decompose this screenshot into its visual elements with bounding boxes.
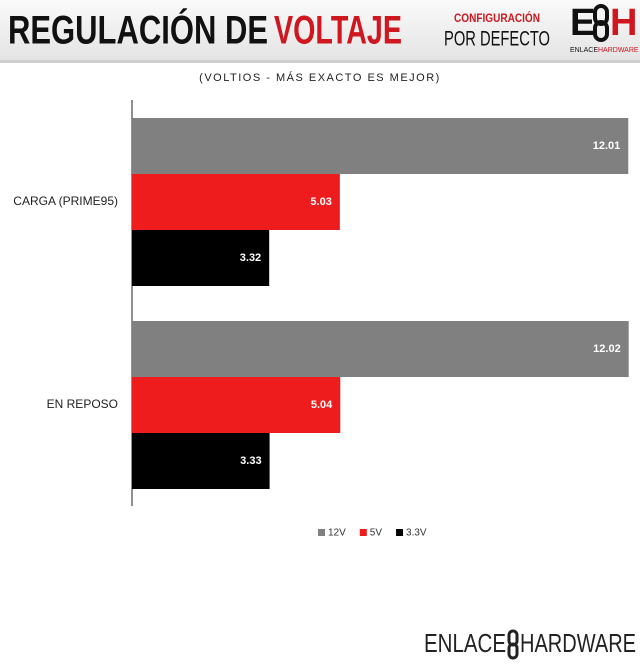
category-label: EN REPOSO	[47, 397, 118, 411]
legend-swatch	[359, 529, 367, 536]
value-label: 12.01	[593, 140, 621, 152]
header-bar	[0, 0, 640, 60]
config-value: POR DEFECTO	[444, 28, 550, 51]
bar	[132, 174, 340, 230]
footer-logo: HARDWARE	[520, 628, 636, 658]
legend-label: 3.3V	[406, 528, 427, 539]
config-label: CONFIGURACIÓN	[454, 10, 540, 25]
value-label: 5.03	[310, 196, 331, 208]
title-accent: VOLTAJE	[274, 9, 402, 53]
value-label: 12.02	[593, 343, 621, 355]
legend-swatch	[396, 529, 404, 536]
logo-chain	[593, 4, 609, 42]
bar	[132, 321, 629, 377]
value-label: 3.32	[240, 252, 261, 264]
legend-swatch	[318, 529, 325, 536]
bar	[132, 118, 629, 174]
logo-letter: E	[570, 2, 595, 44]
footer-chain	[507, 629, 519, 660]
logo-caption: HARDWARE	[598, 47, 639, 54]
subtitle: (VOLTIOS - MÁS EXACTO ES MEJOR)	[199, 71, 441, 84]
logo-caption: ENLACE	[570, 47, 598, 54]
bar	[132, 230, 270, 286]
bar	[132, 377, 341, 433]
logo-letter: H	[610, 2, 637, 44]
category-label: CARGA (PRIME95)	[13, 194, 118, 208]
value-label: 3.33	[240, 455, 261, 467]
title: REGULACIÓN DE	[8, 7, 268, 53]
bar	[132, 433, 270, 489]
footer-logo: ENLACE	[424, 628, 506, 658]
legend-label: 5V	[370, 528, 383, 539]
header-shadow	[0, 60, 640, 63]
legend-label: 12V	[328, 528, 346, 539]
value-label: 5.04	[311, 399, 333, 411]
